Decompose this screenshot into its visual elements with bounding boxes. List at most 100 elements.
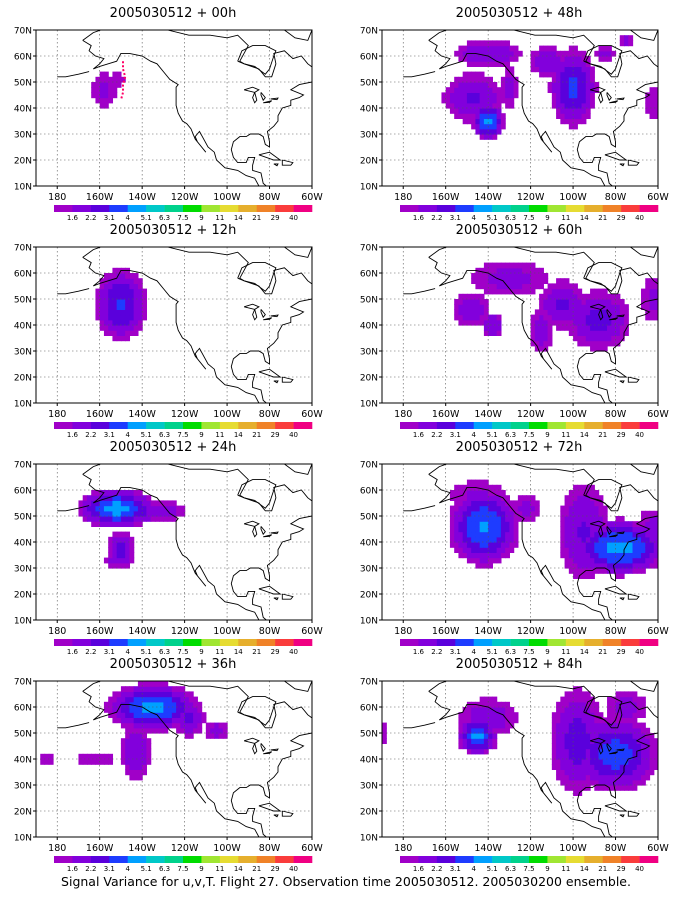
variance-cell — [471, 536, 477, 543]
variance-cell — [598, 526, 604, 533]
variance-cell — [560, 717, 566, 724]
variance-cell — [602, 764, 608, 770]
colorbar-label: 1.6 — [67, 648, 79, 656]
variance-cell — [479, 717, 485, 724]
variance-cell — [112, 71, 118, 78]
lon-tick-label: 140W — [474, 409, 502, 420]
variance-cell — [509, 262, 515, 269]
lat-tick-label: 20N — [360, 808, 378, 818]
coastline — [284, 30, 312, 41]
variance-cell — [137, 505, 143, 512]
variance-cell — [488, 505, 493, 512]
variance-cell — [585, 330, 591, 336]
variance-cell — [564, 701, 570, 708]
variance-cell — [594, 340, 600, 347]
variance-cell — [458, 722, 464, 729]
variance-cell — [590, 717, 595, 724]
variance-cell — [125, 722, 131, 729]
lon-tick-label: 160W — [86, 843, 114, 854]
variance-cell — [505, 50, 510, 57]
colorbar-label: 40 — [289, 865, 298, 873]
variance-cell — [99, 490, 105, 496]
variance-cell — [564, 510, 570, 517]
variance-cell — [568, 495, 574, 501]
variance-cell — [653, 304, 658, 310]
variance-cell — [496, 128, 502, 135]
variance-cell — [180, 707, 186, 713]
colorbar-label: 40 — [289, 431, 298, 439]
variance-cell — [488, 82, 493, 88]
variance-cell — [594, 314, 600, 321]
variance-cell — [154, 696, 160, 703]
variance-cell — [585, 61, 591, 67]
variance-cell — [112, 521, 118, 527]
variance-cell — [466, 56, 472, 62]
variance-cell — [462, 113, 468, 119]
variance-cell — [649, 87, 655, 93]
variance-cell — [581, 113, 587, 119]
variance-cell — [564, 733, 570, 739]
variance-cell — [492, 40, 498, 47]
variance-cell — [581, 484, 587, 491]
variance-cell — [539, 71, 544, 78]
colorbar-label: 7.5 — [177, 214, 188, 222]
variance-cell — [577, 304, 583, 310]
variance-cell — [133, 319, 139, 326]
colorbar-label: 7.5 — [523, 648, 534, 656]
variance-cell — [624, 774, 629, 781]
variance-cell — [120, 722, 126, 729]
variance-cell — [641, 733, 646, 739]
variance-cell — [615, 769, 621, 776]
colorbar-swatch — [54, 856, 73, 863]
variance-cell — [611, 330, 617, 336]
variance-cell — [108, 92, 114, 99]
variance-cell — [154, 717, 160, 724]
colorbar-swatch — [201, 856, 221, 863]
variance-cell — [492, 61, 498, 67]
variance-cell — [551, 45, 557, 52]
variance-cell — [475, 526, 481, 533]
variance-cell — [103, 753, 109, 760]
variance-cell — [466, 304, 472, 310]
variance-cell — [116, 293, 122, 300]
variance-cell — [551, 102, 557, 109]
variance-cell — [488, 262, 493, 269]
variance-cell — [585, 293, 591, 300]
colorbar-swatch — [639, 639, 659, 646]
variance-cell — [641, 769, 646, 776]
variance-cell — [479, 293, 485, 300]
coastline — [82, 30, 312, 186]
variance-cell — [78, 510, 84, 517]
variance-cell — [556, 314, 561, 321]
variance-cell — [611, 335, 617, 342]
variance-cell — [602, 552, 608, 559]
variance-cell — [129, 743, 135, 750]
variance-cell — [112, 314, 118, 321]
variance-cell — [167, 712, 173, 718]
variance-cell — [641, 304, 646, 310]
lake — [589, 303, 606, 310]
variance-cell — [585, 335, 591, 342]
variance-cell — [611, 557, 617, 564]
variance-cell — [116, 267, 122, 274]
colorbar-label: 6.3 — [159, 865, 170, 873]
variance-cell — [483, 50, 489, 57]
variance-cell — [556, 71, 561, 78]
colorbar-swatch — [400, 422, 419, 429]
variance-cell — [615, 547, 621, 553]
variance-cell — [108, 278, 114, 284]
colorbar-label: 29 — [617, 648, 626, 656]
lat-tick-label: 10N — [14, 834, 32, 844]
variance-cell — [159, 510, 164, 517]
lake — [260, 92, 266, 102]
variance-cell — [573, 45, 578, 52]
variance-cell — [120, 536, 126, 543]
variance-cell — [82, 759, 88, 765]
variance-cell — [539, 267, 544, 274]
variance-cell — [598, 748, 604, 755]
variance-cell — [577, 495, 583, 501]
colorbar-label: 21 — [252, 865, 261, 873]
variance-cell — [509, 66, 515, 73]
variance-cell — [479, 309, 485, 316]
variance-cell — [125, 505, 131, 512]
